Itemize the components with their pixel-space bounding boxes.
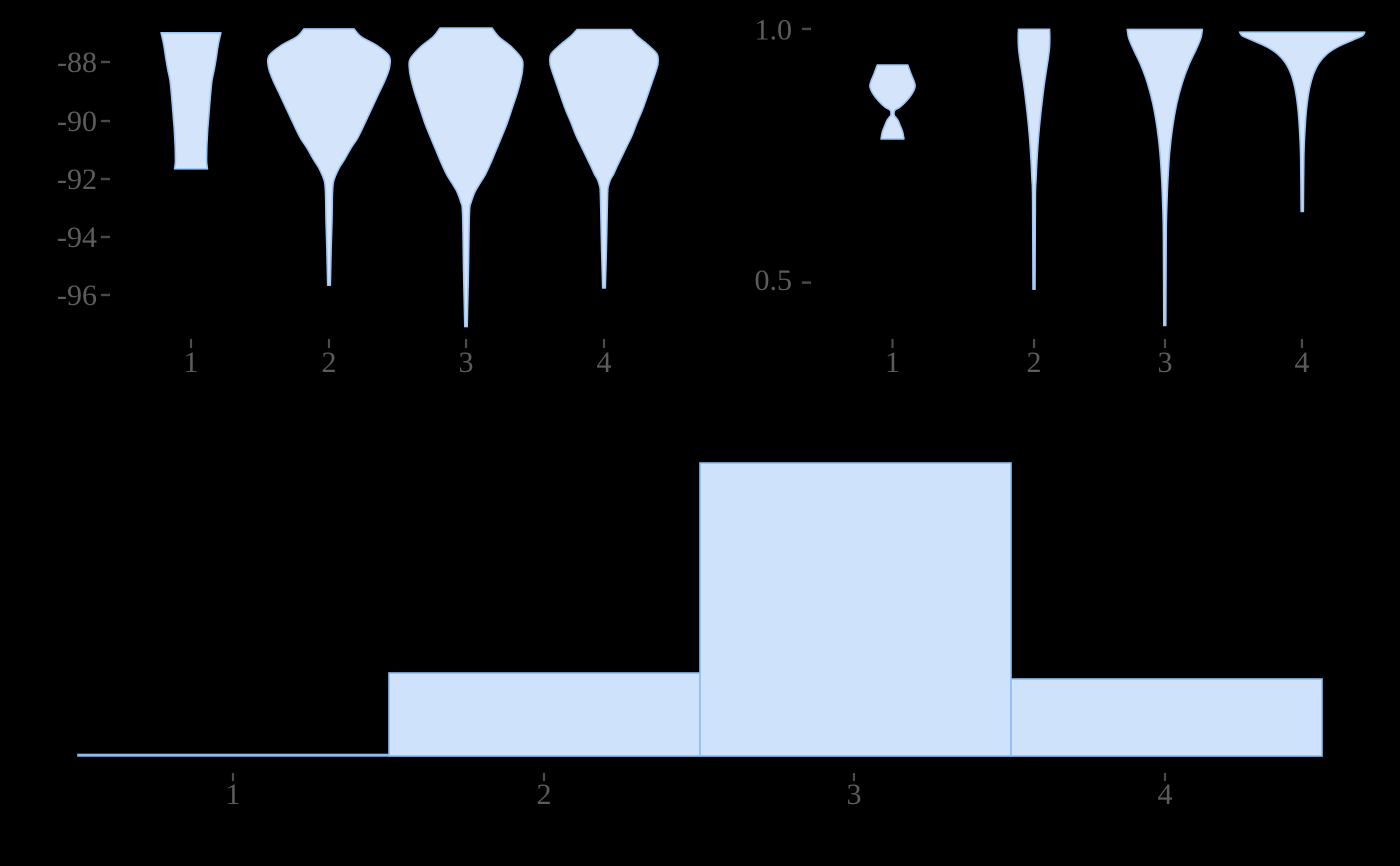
svg-text:4: 4 <box>1295 346 1310 379</box>
svg-text:3: 3 <box>1158 346 1173 379</box>
svg-text:4: 4 <box>597 346 612 379</box>
svg-text:-88: -88 <box>57 46 97 79</box>
svg-text:2: 2 <box>1027 346 1042 379</box>
svg-text:-96: -96 <box>57 279 97 312</box>
svg-text:2: 2 <box>322 346 337 379</box>
svg-text:4: 4 <box>1158 778 1173 811</box>
svg-text:1: 1 <box>226 778 241 811</box>
svg-text:1.0: 1.0 <box>755 14 793 47</box>
svg-text:-92: -92 <box>57 163 97 196</box>
svg-text:-90: -90 <box>57 105 97 138</box>
svg-text:-94: -94 <box>57 221 97 254</box>
svg-text:3: 3 <box>847 778 862 811</box>
svg-text:0.5: 0.5 <box>755 264 793 297</box>
svg-text:1: 1 <box>184 346 199 379</box>
svg-text:2: 2 <box>537 778 552 811</box>
svg-text:1: 1 <box>885 346 900 379</box>
svg-text:3: 3 <box>459 346 474 379</box>
